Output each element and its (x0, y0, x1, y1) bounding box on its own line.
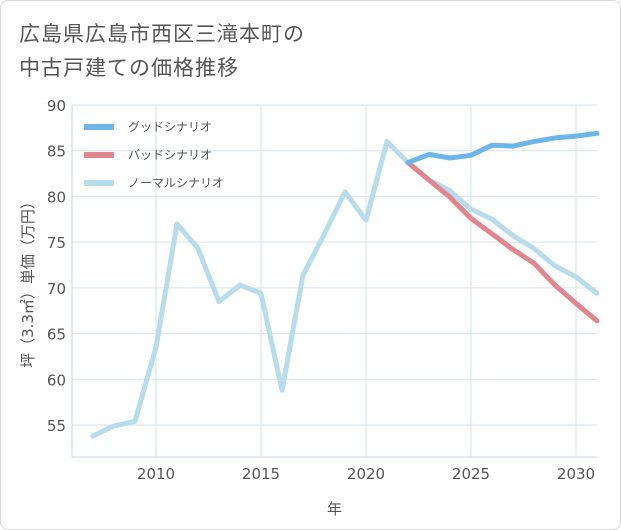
y-tick-55: 55 (47, 417, 66, 435)
x-tick-2025: 2025 (452, 465, 490, 483)
series-line-2 (90, 139, 600, 439)
axes (71, 105, 597, 458)
legend-label-1: バッドシナリオ (128, 148, 212, 162)
chart-title: 広島県広島市西区三滝本町の 中古戸建ての価格推移 (19, 17, 305, 85)
y-tick-75: 75 (47, 234, 66, 252)
y-tick-85: 85 (47, 143, 66, 161)
legend-label-2: ノーマルシナリオ (128, 176, 224, 190)
series-line-1 (405, 160, 600, 324)
y-tick-80: 80 (47, 188, 66, 206)
x-tick-2015: 2015 (242, 465, 280, 483)
legend-label-0: グッドシナリオ (128, 120, 212, 134)
x-tick-2010: 2010 (137, 465, 175, 483)
x-tick-2020: 2020 (347, 465, 385, 483)
y-tick-90: 90 (47, 97, 66, 115)
x-axis-label: 年 (327, 500, 342, 518)
series-lines (90, 130, 600, 439)
title-line-1: 広島県広島市西区三滝本町の (19, 22, 305, 46)
series-line-0 (405, 130, 600, 166)
title-line-2: 中古戸建ての価格推移 (19, 56, 239, 80)
y-axis-label: 坪（3.3㎡）単価（万円） (19, 194, 37, 368)
y-tick-65: 65 (47, 326, 66, 344)
y-tick-60: 60 (47, 371, 66, 389)
x-tick-2030: 2030 (557, 465, 595, 483)
y-tick-70: 70 (47, 280, 66, 298)
tick-labels: 55 60 65 70 75 80 85 90 2010 2015 2020 2025 2030 (47, 97, 595, 483)
